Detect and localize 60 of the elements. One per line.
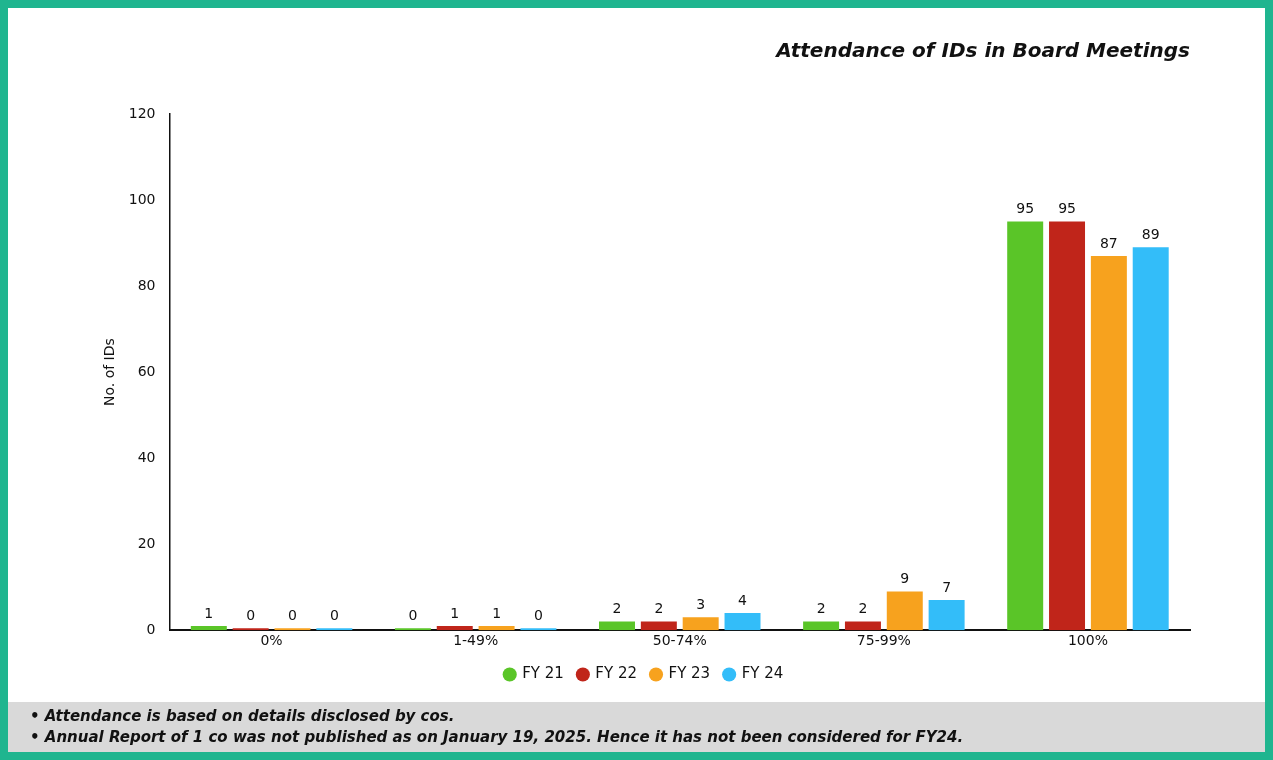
data-label: 1 bbox=[450, 604, 460, 621]
x-tick-label: 1-49% bbox=[453, 632, 499, 649]
bar bbox=[599, 621, 635, 631]
bar bbox=[724, 612, 761, 631]
y-tick-label: 120 bbox=[128, 104, 156, 121]
data-label: 1 bbox=[204, 604, 214, 621]
data-label: 0 bbox=[408, 606, 418, 623]
data-label: 1 bbox=[492, 604, 502, 621]
bar bbox=[928, 600, 965, 631]
data-label: 0 bbox=[533, 606, 543, 623]
data-label: 7 bbox=[942, 578, 952, 595]
data-label: 87 bbox=[1099, 234, 1118, 251]
bar bbox=[886, 591, 923, 631]
x-tick-label: 100% bbox=[1067, 632, 1108, 649]
x-tick-label: 75-99% bbox=[856, 632, 911, 649]
data-label: 2 bbox=[612, 600, 622, 617]
data-label: 0 bbox=[329, 606, 339, 623]
y-tick-label: 20 bbox=[137, 534, 156, 551]
bar bbox=[682, 617, 719, 631]
y-tick-label: 80 bbox=[137, 276, 156, 293]
y-tick-label: 0 bbox=[146, 620, 156, 637]
data-label: 2 bbox=[858, 600, 868, 617]
bar bbox=[1090, 255, 1127, 631]
bar bbox=[844, 621, 881, 631]
text: • Annual Report of 1 co was not published as on January 19, 2025. Hence it has not been considered for FY24. bbox=[30, 727, 965, 748]
bar bbox=[520, 628, 557, 631]
y-axis-title: No. of IDs bbox=[101, 338, 118, 407]
data-label: 95 bbox=[1016, 200, 1035, 217]
data-label: 3 bbox=[696, 595, 706, 612]
y-tick-label: 60 bbox=[137, 362, 156, 379]
bar bbox=[274, 628, 311, 631]
data-label: 0 bbox=[246, 606, 256, 623]
x-tick-label: 0% bbox=[260, 632, 283, 649]
bar bbox=[478, 625, 515, 631]
text: • Attendance is based on details disclosed by cos. bbox=[30, 706, 456, 727]
bar bbox=[316, 628, 353, 631]
bar bbox=[232, 628, 269, 631]
chart-title: Attendance of IDs in Board Meetings bbox=[774, 38, 1191, 63]
legend-label: FY 22 bbox=[595, 664, 638, 683]
legend-label: FY 21 bbox=[522, 664, 564, 683]
legend-label: FY 23 bbox=[668, 664, 711, 683]
data-label: 2 bbox=[816, 600, 826, 617]
y-tick-label: 100 bbox=[128, 190, 156, 207]
bar bbox=[436, 625, 473, 631]
data-label: 0 bbox=[288, 606, 297, 623]
bar bbox=[803, 621, 840, 631]
data-label: 4 bbox=[738, 591, 748, 608]
x-tick-label: 50-74% bbox=[652, 632, 707, 649]
bar bbox=[1007, 221, 1044, 631]
bar bbox=[1132, 247, 1169, 631]
bar bbox=[640, 621, 677, 631]
y-tick-label: 40 bbox=[137, 448, 156, 465]
bar bbox=[190, 625, 227, 631]
bar bbox=[1049, 221, 1086, 631]
legend-label: FY 24 bbox=[741, 664, 784, 683]
data-label: 2 bbox=[654, 600, 664, 617]
data-label: 95 bbox=[1058, 200, 1076, 217]
bar bbox=[394, 628, 431, 631]
data-label: 89 bbox=[1141, 225, 1160, 242]
data-label: 9 bbox=[900, 570, 910, 587]
